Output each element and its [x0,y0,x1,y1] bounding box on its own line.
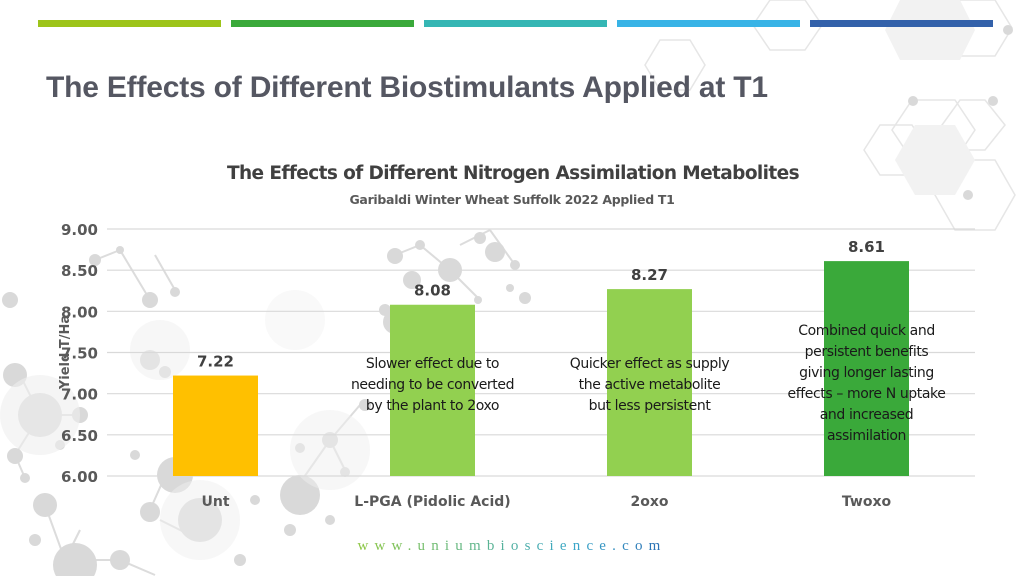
chart-subtitle: Garibaldi Winter Wheat Suffolk 2022 Appl… [349,192,675,207]
slide-title: The Effects of Different Biostimulants A… [46,71,768,104]
y-tick-label: 6.50 [61,427,98,445]
header-stripe-sky-blue [617,20,800,27]
y-axis-ticks: 6.00 6.50 7.00 7.50 8.00 8.50 9.00 [61,221,98,486]
bar [824,261,909,476]
y-tick-label: 9.00 [61,221,98,239]
y-tick-label: 7.00 [61,386,98,404]
annotation-line: Quicker effect as supply [569,356,730,372]
annotation-line: the active metabolite [578,377,721,393]
header-stripe-green [231,20,414,27]
chart-title: The Effects of Different Nitrogen Assimi… [226,163,800,184]
y-tick-label: 7.50 [61,345,98,363]
header-stripe-navy [810,20,993,27]
bar-annotation: Quicker effect as supply the active metab… [550,354,750,417]
annotation-line: needing to be converted [350,377,515,393]
x-tick-label: Unt [201,494,229,510]
footer-url-text[interactable]: www.uniumbioscience.com [357,538,667,554]
x-tick-label: L-PGA (Pidolic Acid) [354,494,510,510]
x-axis-ticks: Unt L-PGA (Pidolic Acid) 2oxo Twoxo [201,494,891,510]
annotation-line: persistent benefits [804,344,929,360]
bar [390,304,475,476]
bar [173,375,258,476]
bars [173,261,909,476]
hexagon-fill-top-right [885,0,975,195]
data-labels: 7.22 8.08 8.27 8.61 [197,238,885,370]
annotation-line: Slower effect due to [365,356,500,372]
bar [607,289,692,476]
header-stripe-lime [38,20,221,27]
node-dots-top-right [908,25,1013,200]
annotation-line: giving longer lasting [799,365,934,381]
annotation-line: assimilation [826,428,907,444]
x-tick-label: 2oxo [630,494,668,510]
bar-annotation: Slower effect due to needing to be conver… [333,354,533,417]
annotation-line: but less persistent [588,398,711,414]
bar-annotation: Combined quick and persistent benefits giv… [767,321,967,447]
annotation-line: Combined quick and [798,323,935,339]
y-tick-label: 6.00 [61,468,98,486]
header-stripe-teal [424,20,607,27]
annotation-line: and increased [819,407,914,423]
y-axis-label: Yield T/Ha [58,315,73,390]
annotation-line: by the plant to 2oxo [365,398,500,414]
data-label: 7.22 [197,353,234,371]
footer-url[interactable]: www.uniumbioscience.com [0,538,1024,555]
data-label: 8.61 [848,238,885,256]
y-tick-label: 8.50 [61,262,98,280]
data-label: 8.08 [414,282,451,300]
y-tick-label: 8.00 [61,303,98,321]
annotation-line: effects – more N uptake [787,386,946,402]
molecule-halo-left [0,290,370,560]
x-tick-label: Twoxo [842,494,892,510]
data-label: 8.27 [631,266,668,284]
